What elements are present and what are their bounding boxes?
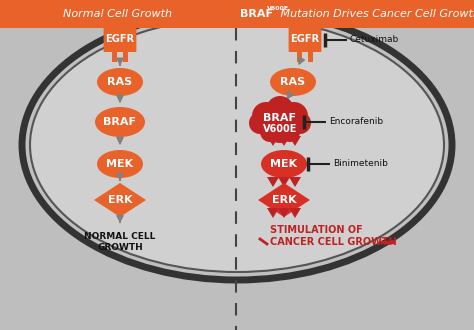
Bar [308, 50, 313, 62]
Bar [310, 18, 316, 29]
Text: RAS: RAS [108, 77, 133, 87]
Polygon shape [94, 183, 146, 217]
Text: CANCER CELL GROWTH: CANCER CELL GROWTH [270, 237, 397, 247]
Polygon shape [267, 177, 279, 187]
Polygon shape [267, 208, 279, 218]
Text: NORMAL CELL
GROWTH: NORMAL CELL GROWTH [84, 232, 155, 252]
Text: Mutation Drives Cancer Cell Growth: Mutation Drives Cancer Cell Growth [277, 9, 474, 19]
Ellipse shape [95, 107, 145, 137]
Text: EGFR: EGFR [291, 34, 319, 44]
Polygon shape [289, 208, 301, 218]
Text: Normal Cell Growth: Normal Cell Growth [64, 9, 173, 19]
Circle shape [263, 109, 297, 143]
Circle shape [289, 112, 311, 134]
Bar [301, 18, 308, 29]
Ellipse shape [30, 18, 444, 272]
Bar [117, 18, 123, 29]
Circle shape [249, 112, 271, 134]
Polygon shape [278, 136, 290, 146]
FancyBboxPatch shape [289, 26, 321, 52]
Bar [123, 50, 128, 62]
Polygon shape [267, 136, 279, 146]
Text: Binimetenib: Binimetenib [333, 159, 388, 169]
Ellipse shape [261, 150, 307, 178]
Ellipse shape [97, 68, 143, 96]
Ellipse shape [22, 10, 452, 280]
Text: V600E: V600E [263, 124, 297, 134]
Circle shape [280, 122, 300, 142]
Bar [297, 50, 302, 62]
Circle shape [266, 96, 294, 124]
Text: BRAF: BRAF [240, 9, 273, 19]
Polygon shape [289, 177, 301, 187]
Text: Cetuximab: Cetuximab [350, 36, 399, 45]
Polygon shape [278, 208, 290, 218]
Text: RAS: RAS [281, 77, 306, 87]
Circle shape [252, 102, 280, 130]
Bar [109, 18, 116, 29]
Polygon shape [258, 183, 310, 217]
Polygon shape [289, 136, 301, 146]
Text: ERK: ERK [108, 195, 132, 205]
Circle shape [260, 122, 280, 142]
Ellipse shape [97, 150, 143, 178]
Bar [112, 50, 117, 62]
Text: MEK: MEK [107, 159, 134, 169]
FancyBboxPatch shape [104, 26, 137, 52]
Ellipse shape [270, 68, 316, 96]
Text: MEK: MEK [271, 159, 298, 169]
Text: Encorafenib: Encorafenib [329, 117, 383, 126]
Text: EGFR: EGFR [105, 34, 135, 44]
Polygon shape [278, 177, 290, 187]
Text: ERK: ERK [272, 195, 296, 205]
Circle shape [271, 105, 299, 133]
Text: V600E: V600E [267, 7, 289, 12]
Bar [124, 18, 131, 29]
Text: BRAF: BRAF [264, 113, 297, 123]
Text: STIMULATION OF: STIMULATION OF [270, 225, 363, 235]
Circle shape [261, 105, 289, 133]
Bar [294, 18, 301, 29]
Text: GROWTH FACTORS: GROWTH FACTORS [28, 16, 109, 24]
Text: BRAF: BRAF [103, 117, 137, 127]
Circle shape [280, 102, 308, 130]
Bar [0, 0, 474, 28]
Text: GROWTH FACTORS: GROWTH FACTORS [250, 16, 330, 24]
